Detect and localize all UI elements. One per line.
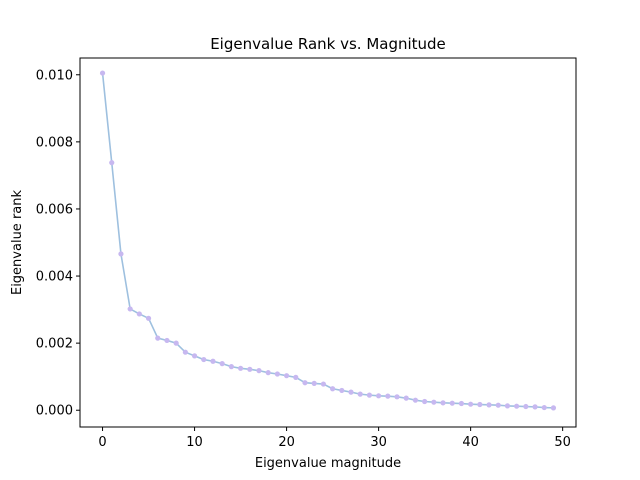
data-point (247, 366, 253, 372)
y-tick-label: 0.000 (36, 404, 73, 419)
x-tick-label: 30 (370, 435, 387, 450)
data-point (145, 315, 152, 321)
y-tick-label: 0.008 (36, 135, 73, 150)
data-point (357, 391, 363, 397)
data-point (283, 373, 290, 379)
data-point (541, 404, 547, 411)
data-point (422, 398, 428, 405)
x-tick-label: 20 (278, 435, 295, 450)
data-point (339, 387, 345, 394)
y-tick-label: 0.010 (36, 68, 73, 83)
data-point (265, 370, 271, 376)
y-tick-label: 0.002 (36, 337, 73, 352)
data-point (431, 399, 437, 405)
data-point (532, 404, 538, 410)
data-point (311, 380, 317, 386)
data-point (403, 395, 409, 401)
x-axis: 0 10 20 30 40 50 (98, 427, 571, 450)
axes-frame (79, 57, 577, 428)
data-point (293, 374, 299, 380)
data-point (523, 403, 529, 410)
data-point (348, 389, 354, 395)
x-tick-label: 40 (462, 435, 479, 450)
data-point (440, 400, 446, 406)
data-point (164, 337, 170, 344)
data-point (173, 340, 179, 346)
data-point (228, 364, 234, 370)
x-tick-label: 10 (186, 435, 203, 450)
y-axis: 0.000 0.002 0.004 0.006 0.008 0.010 (36, 68, 80, 419)
data-point (495, 402, 501, 408)
data-point (449, 400, 455, 406)
chart-title: Eigenvalue Rank vs. Magnitude (210, 35, 446, 53)
x-tick-label: 50 (554, 435, 571, 450)
data-point (191, 353, 198, 359)
data-point (109, 160, 115, 166)
data-point (201, 356, 207, 363)
data-point (155, 335, 161, 341)
data-point (219, 360, 225, 367)
y-tick-label: 0.004 (36, 270, 73, 285)
y-axis-title: Eigenvalue rank (10, 190, 25, 296)
x-axis-title: Eigenvalue magnitude (255, 456, 401, 471)
x-tick-label: 0 (98, 435, 106, 450)
data-point (385, 393, 391, 399)
data-point (320, 381, 326, 387)
data-point (412, 397, 419, 403)
data-point (477, 401, 483, 408)
data-point (486, 402, 492, 408)
data-point (394, 394, 400, 400)
data-point (136, 311, 142, 317)
data-point (468, 401, 474, 407)
data-point (182, 349, 188, 355)
data-point (376, 393, 382, 399)
data-point (274, 371, 280, 377)
data-point (237, 365, 244, 371)
data-point (330, 386, 336, 392)
data-point (210, 358, 216, 364)
data-point (127, 306, 133, 312)
data-point (118, 251, 124, 257)
data-point (302, 380, 308, 386)
y-tick-label: 0.006 (36, 202, 73, 217)
series-layer (99, 70, 557, 411)
data-point (550, 405, 557, 411)
data-point (514, 403, 520, 409)
data-point (504, 403, 511, 409)
data-point (99, 70, 106, 76)
data-point (458, 400, 465, 407)
data-point (366, 392, 373, 398)
data-point (256, 368, 262, 374)
plot-area: 0 10 20 30 40 50 0.0000.0020.0040.0060.0080.0… (36, 57, 577, 450)
